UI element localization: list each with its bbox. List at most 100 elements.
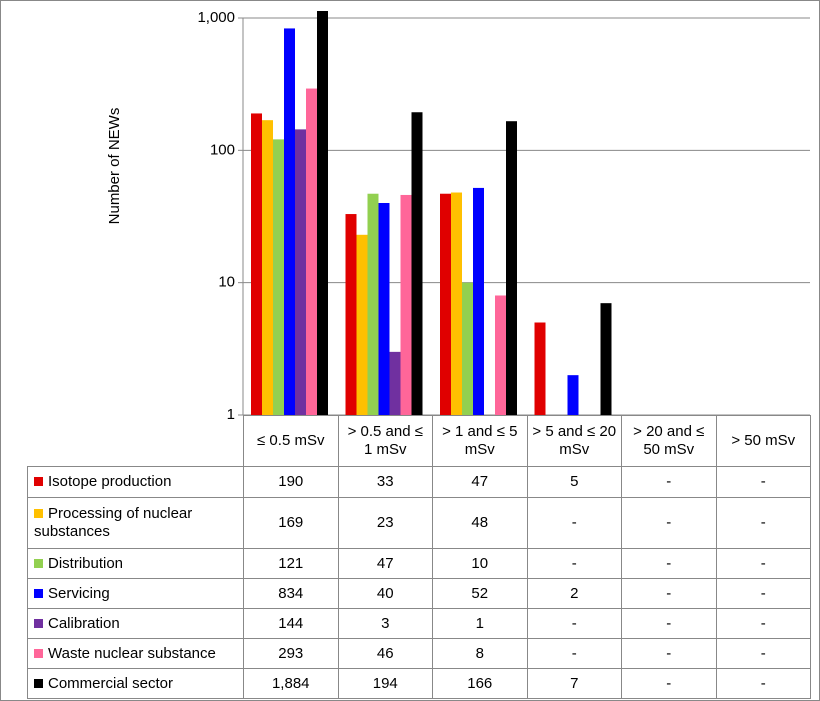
table-value: -	[526, 638, 622, 669]
bar	[317, 11, 328, 416]
legend-entry: Distribution	[27, 548, 244, 579]
series-name: Servicing	[48, 584, 110, 602]
bar	[495, 295, 506, 415]
series-row: Calibration 144 3 1- - -	[27, 608, 811, 639]
table-value: 1	[432, 608, 528, 639]
table-value: 144	[243, 608, 339, 639]
table-value: -	[526, 608, 622, 639]
table-value: -	[715, 466, 811, 498]
data-table: ≤ 0.5 mSv > 0.5 and ≤ 1 mSv > 1 and ≤ 5 mS…	[27, 415, 811, 699]
category-label: > 0.5 and ≤ 1 mSv	[337, 415, 433, 467]
bar	[295, 129, 306, 415]
table-value: 46	[337, 638, 433, 669]
series-row: Isotope production 190 33 47 5- -	[27, 466, 811, 498]
category-label: > 50 mSv	[715, 415, 811, 467]
bar	[473, 187, 484, 415]
header-row: ≤ 0.5 mSv > 0.5 and ≤ 1 mSv > 1 and ≤ 5 mS…	[27, 415, 811, 467]
legend-key	[34, 477, 43, 486]
table-value: -	[621, 578, 717, 609]
table-value: 10	[432, 548, 528, 579]
table-value: 169	[243, 497, 339, 549]
table-value: 48	[432, 497, 528, 549]
bar	[378, 202, 390, 415]
table-value: 40	[337, 578, 433, 609]
category-label: > 1 and ≤ 5 mSv	[432, 415, 528, 467]
series-name: Isotope production	[48, 473, 172, 490]
table-value: -	[621, 608, 717, 639]
bar	[440, 193, 451, 415]
bar	[251, 113, 262, 415]
series-name: Calibration	[48, 614, 120, 632]
series-name: Commercial sector	[48, 674, 174, 692]
series-row: Distribution 121 47 10- - -	[27, 548, 811, 579]
series-row: Processing of nuclear substances 169 23 48-…	[27, 497, 811, 549]
table-value: -	[715, 578, 811, 609]
bar	[600, 303, 612, 415]
table-value: -	[621, 497, 717, 549]
series-row: Commercial sector 1,884 194 166 7- -	[27, 668, 811, 699]
legend-entry: Commercial sector	[27, 668, 244, 699]
table-value: -	[715, 548, 811, 579]
bar	[400, 194, 412, 415]
legend-entry: Calibration	[27, 608, 244, 639]
bar	[356, 234, 368, 415]
table-value: 7	[526, 668, 622, 699]
table-value: -	[715, 497, 811, 549]
bar	[567, 375, 579, 415]
bar	[284, 28, 295, 415]
table-value: 190	[243, 466, 339, 498]
bar	[345, 214, 357, 415]
bar	[411, 112, 423, 416]
legend-entry: Processing of nuclear substances	[27, 497, 244, 549]
category-label: > 5 and ≤ 20 mSv	[526, 415, 622, 467]
y-tick-label: 1	[227, 406, 235, 423]
table-value: 23	[337, 497, 433, 549]
bar	[451, 192, 462, 415]
table-value: 166	[432, 668, 528, 699]
y-axis-label: Number of NEWs	[106, 108, 123, 225]
y-tick-label: 10	[218, 274, 235, 291]
bar	[506, 121, 517, 416]
table-value: 194	[337, 668, 433, 699]
bar	[389, 351, 401, 415]
series-row: Servicing 834 40 52 2- -	[27, 578, 811, 609]
table-value: -	[526, 548, 622, 579]
bar	[534, 322, 546, 415]
table-value: 5	[526, 466, 622, 498]
table-value: 47	[337, 548, 433, 579]
bar	[462, 282, 473, 415]
table-value: 3	[337, 608, 433, 639]
table-value: -	[621, 638, 717, 669]
legend-key	[34, 558, 43, 568]
table-value: -	[715, 638, 811, 669]
table-value: 47	[432, 466, 528, 498]
bar	[367, 193, 379, 415]
bar	[306, 88, 317, 416]
bar	[273, 139, 284, 416]
legend-key	[34, 588, 43, 598]
y-tick-label: 1,000	[197, 9, 235, 26]
category-label: > 20 and ≤ 50 mSv	[621, 415, 717, 467]
series-name: Distribution	[48, 554, 124, 572]
y-tick-label: 100	[210, 141, 235, 158]
table-value: -	[621, 466, 717, 498]
legend-key	[34, 509, 43, 518]
corner	[27, 415, 244, 467]
legend-entry: Waste nuclear substance	[27, 638, 244, 669]
series-row: Waste nuclear substance 293 46 8- - -	[27, 638, 811, 669]
bar	[262, 120, 273, 415]
category-label: ≤ 0.5 mSv	[243, 415, 339, 467]
table-value: 834	[243, 578, 339, 609]
table-value: -	[621, 548, 717, 579]
legend-key	[34, 618, 43, 628]
legend-key	[34, 678, 43, 688]
table-value: -	[526, 497, 622, 549]
series-name: Waste nuclear substance	[48, 644, 216, 662]
series-name: Processing of nuclear substances	[34, 505, 193, 540]
table-value: -	[715, 668, 811, 699]
table-value: 52	[432, 578, 528, 609]
table-value: -	[621, 668, 717, 699]
table-value: 1,884	[243, 668, 339, 699]
